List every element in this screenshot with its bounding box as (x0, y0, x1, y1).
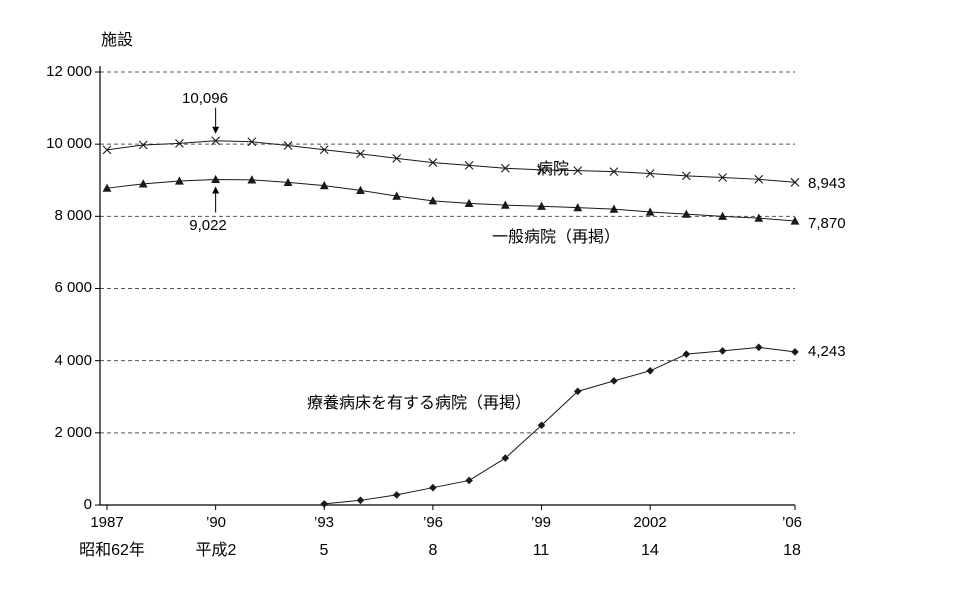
marker-triangle (754, 213, 764, 222)
x-tick-label-era: 5 (319, 542, 329, 559)
marker-triangle (573, 203, 583, 212)
marker-diamond (537, 421, 546, 430)
y-tick-label: 2 000 (54, 424, 92, 441)
x-tick-label-west: ’99 (530, 514, 552, 531)
marker-x (537, 165, 546, 175)
marker-triangle (138, 179, 148, 188)
marker-diamond (573, 387, 582, 396)
marker-triangle (464, 198, 474, 207)
marker-triangle (319, 181, 329, 190)
x-tick-label-era: 14 (641, 542, 659, 559)
x-tick-label-west: 2002 (633, 514, 667, 531)
marker-diamond (791, 348, 799, 356)
y-tick-label: 6 000 (54, 279, 92, 296)
marker-diamond (610, 377, 618, 385)
series-line-2 (324, 346, 796, 505)
marker-x (211, 136, 221, 146)
marker-x (500, 163, 510, 173)
marker-x (609, 167, 619, 177)
marker-x (175, 138, 184, 148)
marker-triangle (609, 204, 619, 213)
series-label-care-bed-hospitals: 療養病床を有する病院（再掲） (307, 395, 532, 412)
marker-triangle (790, 216, 800, 225)
marker-diamond (465, 476, 473, 485)
x-tick-label-era: 昭和62年 (79, 542, 145, 559)
marker-triangle (175, 176, 184, 185)
x-tick-label-west: 1987 (90, 514, 124, 531)
marker-triangle (500, 200, 510, 209)
marker-diamond (718, 347, 727, 355)
x-tick-label-west: ’90 (205, 514, 227, 531)
series-line-0 (106, 140, 796, 183)
marker-diamond (429, 483, 437, 492)
marker-x (428, 158, 438, 167)
marker-triangle (102, 183, 112, 192)
marker-triangle (356, 185, 365, 194)
x-tick-label-era: 8 (428, 542, 438, 559)
annotation-label-peak-general: 9,022 (189, 217, 227, 234)
marker-x (247, 137, 257, 147)
annotation-arrowhead (212, 126, 220, 134)
marker-diamond (754, 343, 763, 352)
x-tick-label-era: 11 (532, 542, 550, 559)
y-tick-label: 0 (83, 496, 92, 513)
marker-x (356, 149, 365, 159)
x-tick-label-west: ’96 (422, 514, 444, 531)
marker-triangle (718, 211, 727, 220)
annotation-arrowhead (212, 186, 220, 194)
y-tick-label: 8 000 (54, 207, 92, 224)
y-tick-label: 4 000 (54, 352, 92, 369)
marker-triangle (537, 201, 546, 210)
marker-x (392, 153, 402, 163)
marker-x (138, 140, 148, 150)
series-line-1 (106, 178, 796, 222)
x-tick-label-west: ’93 (313, 514, 335, 531)
marker-x (645, 169, 655, 178)
marker-diamond (682, 350, 691, 358)
marker-x (283, 141, 293, 150)
end-value-care-bed-hospitals: 4,243 (808, 343, 846, 360)
end-value-hospitals: 8,943 (808, 175, 846, 192)
series-label-general-hospitals: 一般病院（再掲） (492, 229, 621, 246)
marker-x (681, 171, 691, 181)
marker-triangle (247, 175, 257, 184)
y-tick-label: 10 000 (46, 135, 92, 152)
marker-diamond (501, 454, 510, 462)
marker-diamond (356, 496, 365, 505)
marker-triangle (645, 207, 655, 216)
marker-x (573, 166, 583, 176)
marker-x (102, 145, 112, 155)
y-tick-label: 12 000 (46, 63, 92, 80)
annotation-label-peak-hospitals: 10,096 (182, 90, 228, 107)
marker-diamond (646, 366, 654, 375)
marker-triangle (681, 209, 691, 218)
marker-x (319, 145, 329, 155)
x-tick-label-era: 18 (783, 542, 801, 559)
marker-x (718, 173, 727, 182)
marker-triangle (211, 174, 221, 184)
series-label-hospitals: 病院 (537, 161, 570, 178)
marker-triangle (428, 196, 438, 205)
marker-diamond (392, 491, 401, 499)
marker-x (790, 177, 800, 187)
marker-diamond (320, 500, 329, 508)
y-axis-unit-label: 施設 (101, 32, 134, 49)
marker-triangle (392, 191, 402, 200)
x-tick-label-era: 平成2 (195, 542, 237, 559)
marker-x (754, 174, 764, 184)
end-value-general-hospitals: 7,870 (808, 215, 846, 232)
x-tick-label-west: ’06 (781, 514, 803, 531)
marker-triangle (283, 177, 293, 187)
marker-x (464, 160, 474, 170)
